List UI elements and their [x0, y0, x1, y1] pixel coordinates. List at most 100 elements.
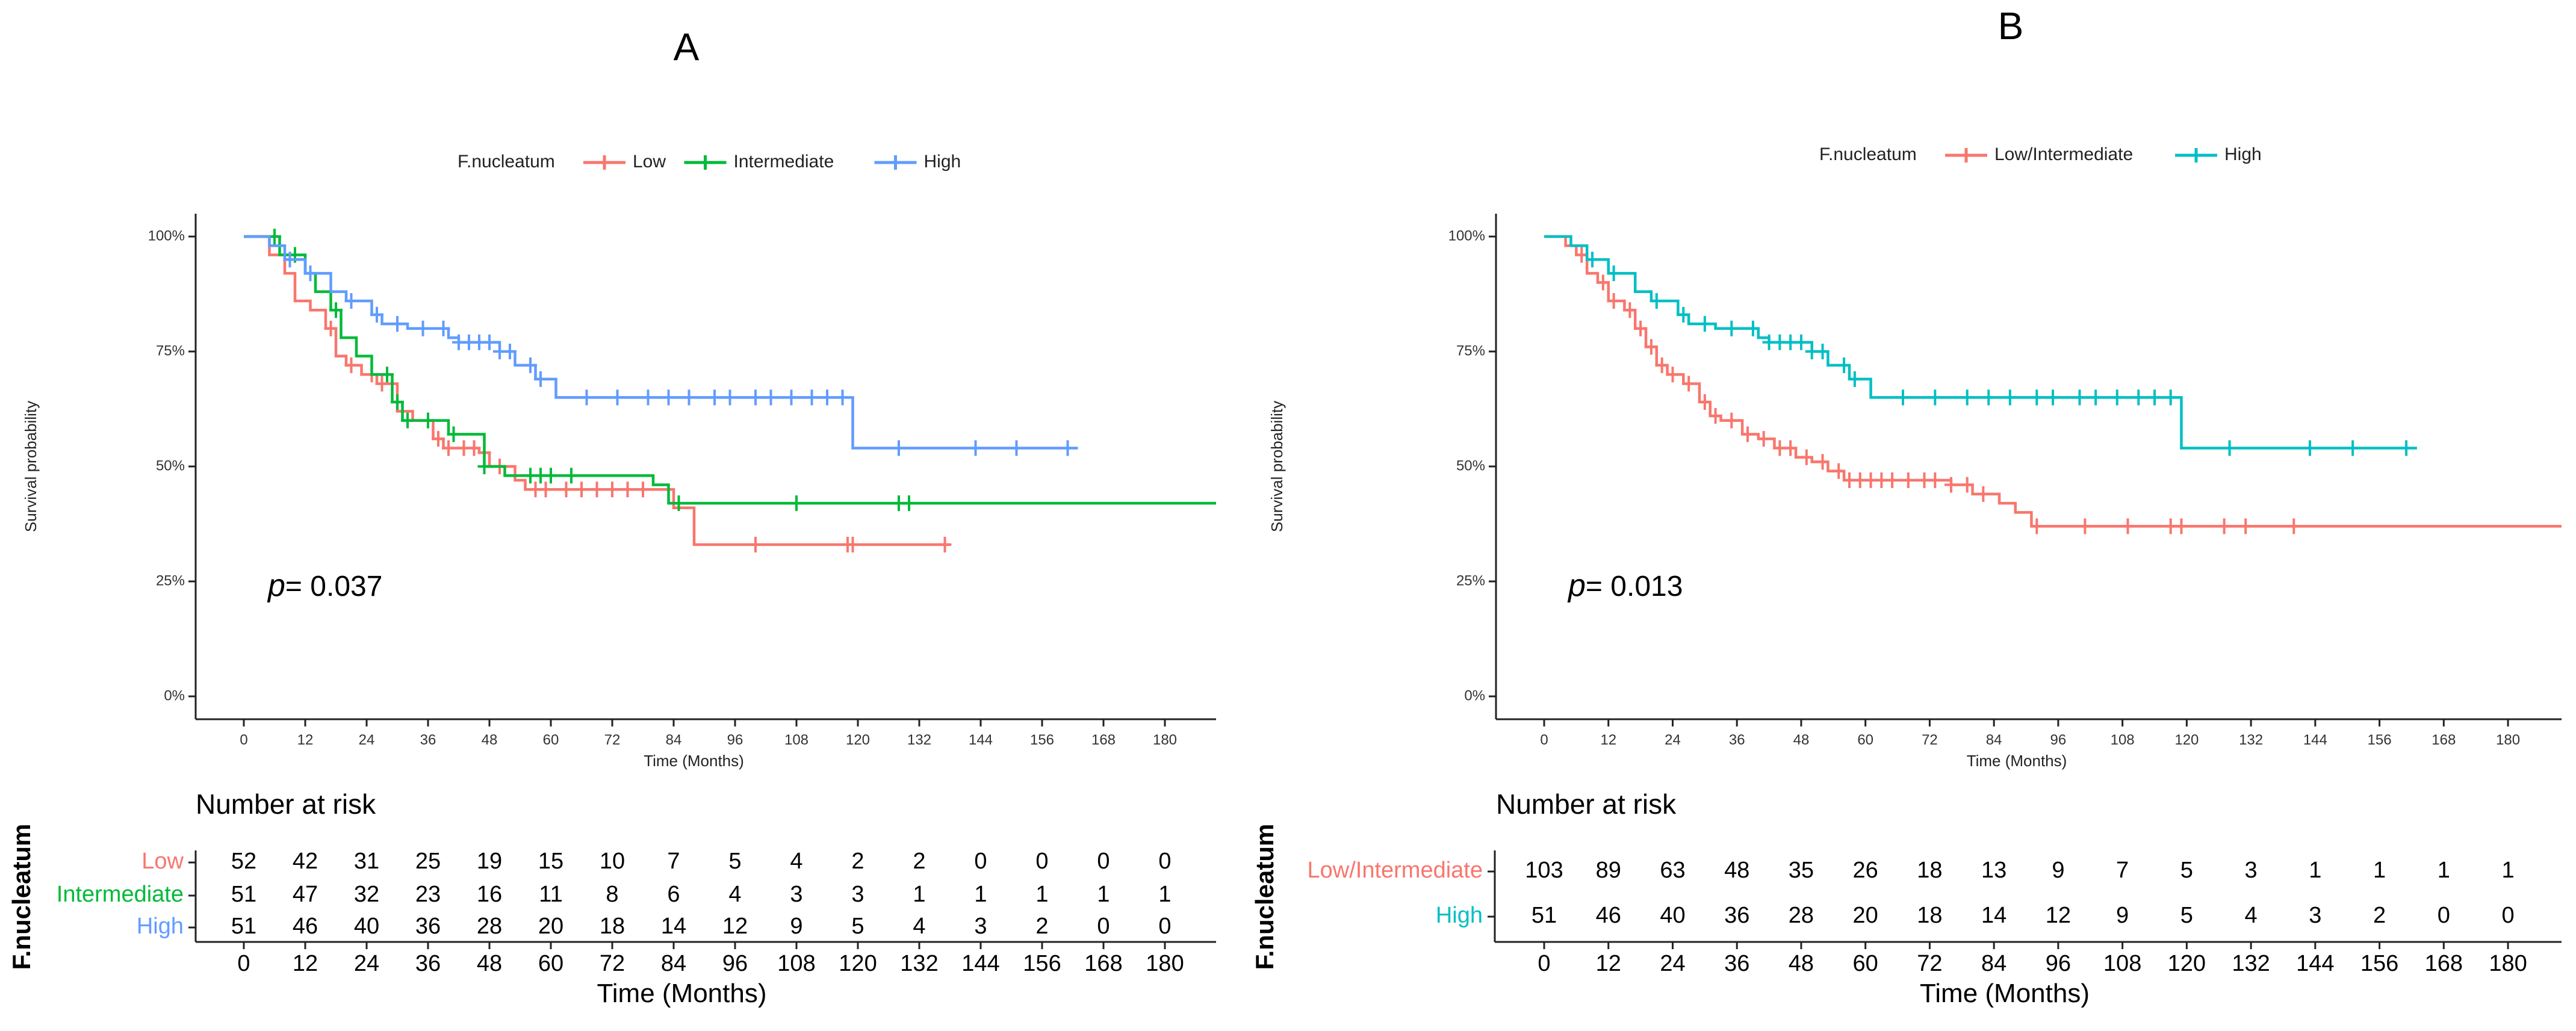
censor-mark — [1944, 477, 1958, 493]
x-tick-label: 144 — [2303, 732, 2327, 748]
risk-count: 1 — [1097, 882, 1110, 907]
risk-row-label: Low — [141, 849, 184, 874]
p-symbol: p — [267, 568, 285, 603]
censor-mark — [2174, 518, 2188, 534]
censor-mark — [447, 426, 461, 442]
censor-mark — [1061, 440, 1075, 456]
censor-mark — [2239, 518, 2253, 534]
x-tick-label: 60 — [543, 732, 559, 748]
risk-row-label: High — [137, 914, 184, 939]
censor-mark — [1677, 306, 1690, 323]
risk-count: 46 — [1596, 903, 1621, 928]
risk-count: 18 — [1917, 903, 1942, 928]
censor-mark — [2303, 440, 2317, 456]
legend-key-low: Low — [583, 152, 666, 172]
censor-mark — [1741, 426, 1754, 442]
legend-entry: Low/Intermediate — [1994, 144, 2133, 164]
censor-mark — [2400, 440, 2413, 456]
risk-x-tick-label: 24 — [1660, 951, 1685, 976]
censor-mark — [1746, 320, 1760, 336]
censor-mark — [344, 357, 358, 373]
risk-count: 47 — [293, 882, 318, 907]
censor-mark — [565, 468, 578, 484]
risk-count: 40 — [354, 914, 379, 939]
censor-mark — [1832, 463, 1846, 479]
censor-mark — [708, 389, 721, 406]
risk-count: 5 — [2180, 903, 2193, 928]
x-tick-label: 12 — [297, 732, 314, 748]
risk-count: 4 — [2245, 903, 2258, 928]
x-tick-label: 72 — [604, 732, 621, 748]
censor-mark — [559, 481, 573, 498]
risk-x-tick-label: 36 — [1724, 951, 1749, 976]
risk-x-tick-label: 180 — [2489, 951, 2527, 976]
risk-table: Number at risk F.nucleatum Low/Intermediat… — [1250, 788, 2562, 1008]
x-tick-label: 144 — [969, 732, 993, 748]
x-tick-label: 48 — [1793, 732, 1810, 748]
censor-mark — [1709, 407, 1722, 424]
censor-mark — [442, 440, 455, 456]
risk-x-tick-label: 0 — [1538, 951, 1550, 976]
risk-count: 1 — [1158, 882, 1171, 907]
censor-mark — [790, 495, 803, 512]
p-symbol: p — [1567, 568, 1586, 603]
legend-key-high: High — [874, 152, 961, 172]
censor-mark — [1698, 394, 1712, 410]
legend: F.nucleatum Low Intermediate High — [458, 152, 961, 172]
risk-x-tick-label: 96 — [2046, 951, 2071, 976]
censor-mark — [2003, 389, 2017, 406]
censor-mark — [1928, 389, 1942, 406]
censor-mark — [784, 389, 798, 406]
risk-count: 19 — [477, 849, 502, 874]
risk-count: 0 — [2501, 903, 2514, 928]
x-tick-label: 84 — [666, 732, 682, 748]
risk-count: 42 — [293, 849, 318, 874]
risk-table-title: Number at risk — [1496, 788, 1677, 820]
censor-mark — [2046, 389, 2059, 406]
risk-x-tick-label: 132 — [900, 951, 938, 976]
panel-label: A — [674, 25, 700, 69]
risk-count: 103 — [1525, 858, 1563, 883]
x-tick-label: 168 — [2432, 732, 2456, 748]
censor-mark — [938, 536, 952, 553]
y-tick-label: 50% — [1456, 457, 1485, 474]
risk-x-tick-label: 72 — [600, 951, 625, 976]
censor-mark — [575, 481, 588, 498]
risk-x-tick-label: 156 — [1023, 951, 1061, 976]
risk-count: 2 — [851, 849, 864, 874]
p-number: = 0.037 — [285, 571, 382, 602]
risk-count: 10 — [600, 849, 625, 874]
censor-mark — [2223, 440, 2236, 456]
y-tick-label: 50% — [156, 457, 185, 474]
censor-mark — [590, 481, 604, 498]
censor-mark — [2078, 518, 2092, 534]
panel-a: A F.nucleatum Low Intermediate High 0% 25% 50% 7… — [7, 25, 1216, 1008]
censor-mark — [749, 536, 762, 553]
risk-count: 40 — [1660, 903, 1685, 928]
censor-mark — [421, 412, 435, 429]
y-tick-label: 25% — [1456, 572, 1485, 589]
censor-mark — [1725, 412, 1739, 429]
risk-x-tick-label: 60 — [1853, 951, 1878, 976]
censor-mark — [534, 371, 547, 387]
risk-count: 4 — [790, 849, 802, 874]
censor-mark — [1928, 472, 1942, 488]
legend-key-high: High — [2175, 144, 2262, 164]
censor-mark — [821, 389, 834, 406]
censor-mark — [2089, 389, 2103, 406]
x-tick-label: 180 — [2496, 732, 2520, 748]
censor-mark — [544, 468, 557, 484]
risk-count: 2 — [1035, 914, 1048, 939]
risk-x-tick-label: 48 — [1789, 951, 1814, 976]
risk-x-tick-label: 168 — [2425, 951, 2463, 976]
risk-count: 0 — [1097, 849, 1110, 874]
x-tick-label: 132 — [907, 732, 931, 748]
censor-mark — [1634, 320, 1648, 336]
censor-mark — [2217, 518, 2231, 534]
censor-mark — [1960, 389, 1974, 406]
risk-count: 4 — [728, 882, 741, 907]
censor-mark — [303, 265, 317, 282]
legend-title: F.nucleatum — [1819, 144, 1917, 164]
legend-entry: High — [924, 152, 961, 172]
